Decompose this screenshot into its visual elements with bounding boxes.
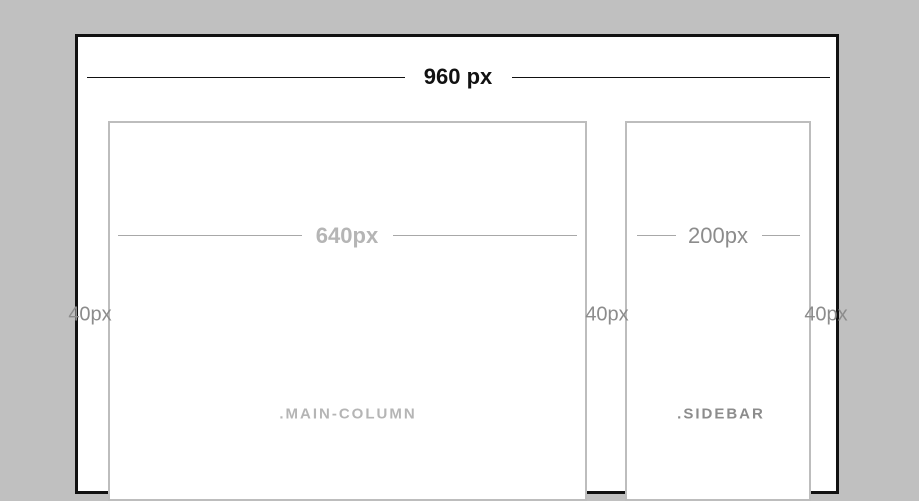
container-width-label: 960 px: [423, 64, 493, 89]
middle-gutter-label: 40px: [585, 303, 629, 326]
sidebar-box: [625, 121, 811, 501]
right-gutter-label: 40px: [804, 303, 848, 326]
main-column-measure-line-right: [393, 235, 577, 236]
main-column-class-label: .MAIN-COLUMN: [279, 405, 417, 423]
sidebar-class-label: .SIDEBAR: [677, 405, 765, 423]
main-column-box: [108, 121, 587, 501]
left-gutter-label: 40px: [68, 303, 112, 326]
container-measure-line-right: [512, 77, 830, 78]
main-column-measure-line-left: [118, 235, 302, 236]
sidebar-width-label: 200px: [688, 223, 748, 249]
container-measure-line-left: [87, 77, 405, 78]
sidebar-measure-line-left: [637, 235, 676, 236]
main-column-width-label: 640px: [315, 223, 379, 249]
sidebar-measure-line-right: [762, 235, 800, 236]
